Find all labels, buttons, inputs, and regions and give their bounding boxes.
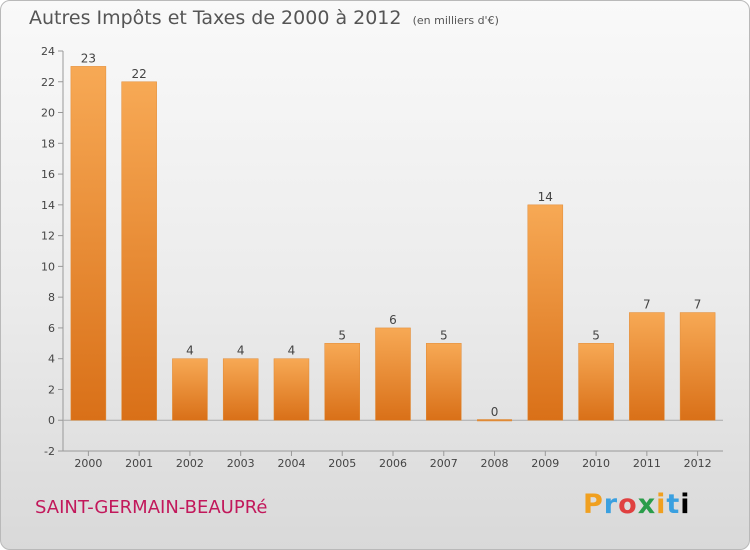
chart-unit: (en milliers d'€) bbox=[412, 14, 499, 27]
proxiti-logo: Proxiti bbox=[583, 489, 691, 520]
y-tick-label: 16 bbox=[41, 168, 55, 181]
y-tick-label: 20 bbox=[41, 107, 55, 120]
x-tick-label: 2000 bbox=[74, 457, 102, 470]
logo-letter: P bbox=[583, 489, 604, 520]
city-name: SAINT-GERMAIN-BEAUPRé bbox=[35, 497, 268, 518]
y-tick-label: 10 bbox=[41, 260, 55, 273]
bar bbox=[578, 343, 614, 421]
y-tick-label: 14 bbox=[41, 199, 55, 212]
logo-letter: i bbox=[680, 489, 691, 520]
y-tick-label: -2 bbox=[44, 445, 55, 458]
logo-letter: x bbox=[637, 489, 657, 520]
title-row: Autres Impôts et Taxes de 2000 à 2012 (e… bbox=[29, 7, 499, 29]
data-label: 5 bbox=[592, 328, 600, 342]
data-label: 6 bbox=[389, 313, 397, 327]
data-label: 22 bbox=[132, 67, 147, 81]
bar bbox=[172, 358, 208, 421]
data-label: 4 bbox=[186, 344, 194, 358]
logo-letter: r bbox=[603, 489, 619, 520]
bar bbox=[375, 327, 411, 421]
bar bbox=[222, 358, 259, 421]
x-tick-label: 2003 bbox=[227, 457, 255, 470]
x-tick-label: 2006 bbox=[379, 457, 407, 470]
x-tick-label: 2005 bbox=[328, 457, 356, 470]
y-tick-label: 6 bbox=[48, 322, 55, 335]
y-tick-label: 18 bbox=[41, 137, 55, 150]
logo-letter: i bbox=[656, 489, 667, 520]
y-tick-label: 2 bbox=[48, 383, 55, 396]
data-label: 23 bbox=[81, 51, 96, 65]
chart-title: Autres Impôts et Taxes de 2000 à 2012 bbox=[29, 7, 402, 29]
x-tick-label: 2012 bbox=[684, 457, 712, 470]
data-label: 4 bbox=[288, 344, 296, 358]
x-tick-label: 2001 bbox=[125, 457, 153, 470]
data-label: 5 bbox=[338, 328, 346, 342]
y-tick-label: 22 bbox=[41, 76, 55, 89]
x-tick-label: 2009 bbox=[531, 457, 559, 470]
bar bbox=[679, 312, 716, 421]
logo-letter: o bbox=[618, 489, 638, 520]
x-tick-label: 2007 bbox=[430, 457, 458, 470]
bar bbox=[273, 358, 310, 421]
data-label: 0 bbox=[491, 405, 499, 419]
x-tick-label: 2004 bbox=[277, 457, 305, 470]
logo-letter: t bbox=[666, 489, 681, 520]
x-tick-label: 2002 bbox=[176, 457, 204, 470]
y-tick-label: 0 bbox=[48, 414, 55, 427]
data-label: 5 bbox=[440, 328, 448, 342]
data-label: 4 bbox=[237, 344, 245, 358]
bar bbox=[629, 312, 665, 421]
bar bbox=[70, 66, 107, 421]
x-tick-label: 2011 bbox=[633, 457, 661, 470]
bar bbox=[121, 81, 157, 421]
data-label: 7 bbox=[694, 298, 702, 312]
y-tick-label: 4 bbox=[48, 353, 55, 366]
x-tick-label: 2008 bbox=[481, 457, 509, 470]
x-tick-label: 2010 bbox=[582, 457, 610, 470]
data-label: 7 bbox=[643, 298, 651, 312]
y-tick-label: 8 bbox=[48, 291, 55, 304]
bar bbox=[324, 343, 360, 421]
y-tick-label: 12 bbox=[41, 230, 55, 243]
data-label: 14 bbox=[538, 190, 553, 204]
bar bbox=[527, 204, 564, 421]
bar bbox=[426, 343, 462, 421]
y-tick-label: 24 bbox=[41, 45, 55, 58]
